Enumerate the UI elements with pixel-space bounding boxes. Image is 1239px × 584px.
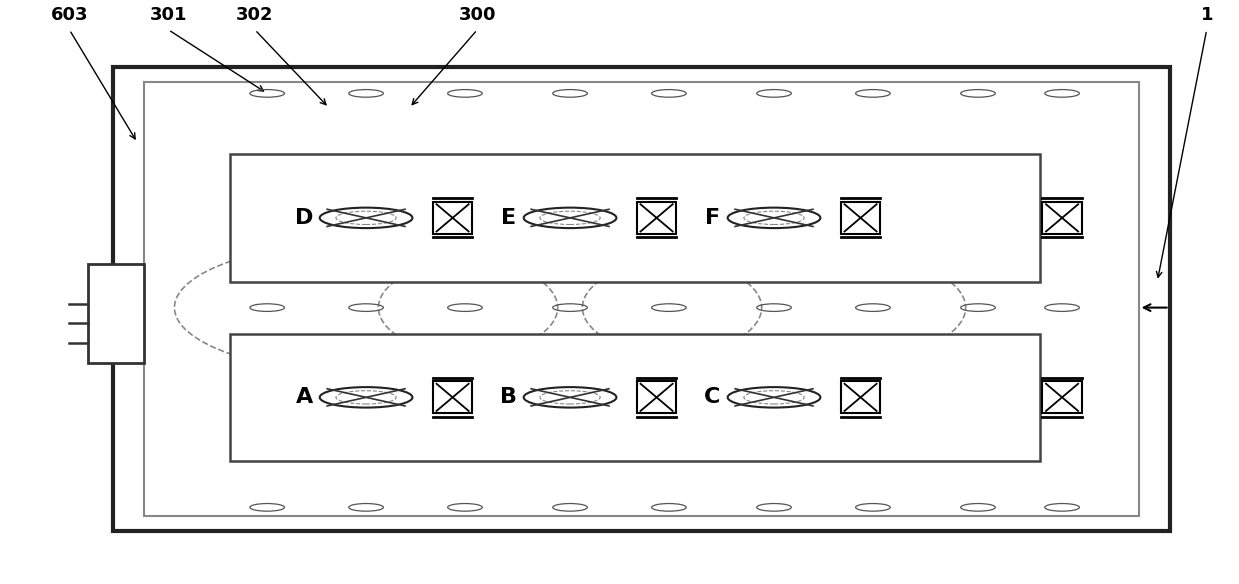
Text: A: A: [296, 387, 313, 408]
Ellipse shape: [524, 387, 617, 408]
Text: 603: 603: [51, 6, 88, 24]
Bar: [841, 202, 881, 234]
Text: F: F: [705, 208, 720, 228]
Ellipse shape: [320, 387, 413, 408]
Ellipse shape: [524, 208, 617, 228]
Text: 300: 300: [458, 6, 496, 24]
Bar: [88, 264, 144, 363]
Bar: [1042, 202, 1082, 234]
Bar: [230, 154, 1040, 281]
Ellipse shape: [727, 387, 820, 408]
Bar: [113, 67, 1170, 530]
Text: 302: 302: [237, 6, 274, 24]
Bar: [432, 202, 472, 234]
Bar: [230, 333, 1040, 461]
Text: 301: 301: [150, 6, 187, 24]
Ellipse shape: [727, 208, 820, 228]
Ellipse shape: [320, 208, 413, 228]
Bar: [432, 381, 472, 413]
Text: B: B: [499, 387, 517, 408]
Bar: [637, 202, 676, 234]
Bar: [144, 82, 1139, 516]
Bar: [841, 381, 881, 413]
Text: 1: 1: [1201, 6, 1213, 24]
Text: E: E: [501, 208, 515, 228]
Text: C: C: [704, 387, 720, 408]
Bar: [637, 381, 676, 413]
Text: D: D: [295, 208, 313, 228]
Bar: [1042, 381, 1082, 413]
